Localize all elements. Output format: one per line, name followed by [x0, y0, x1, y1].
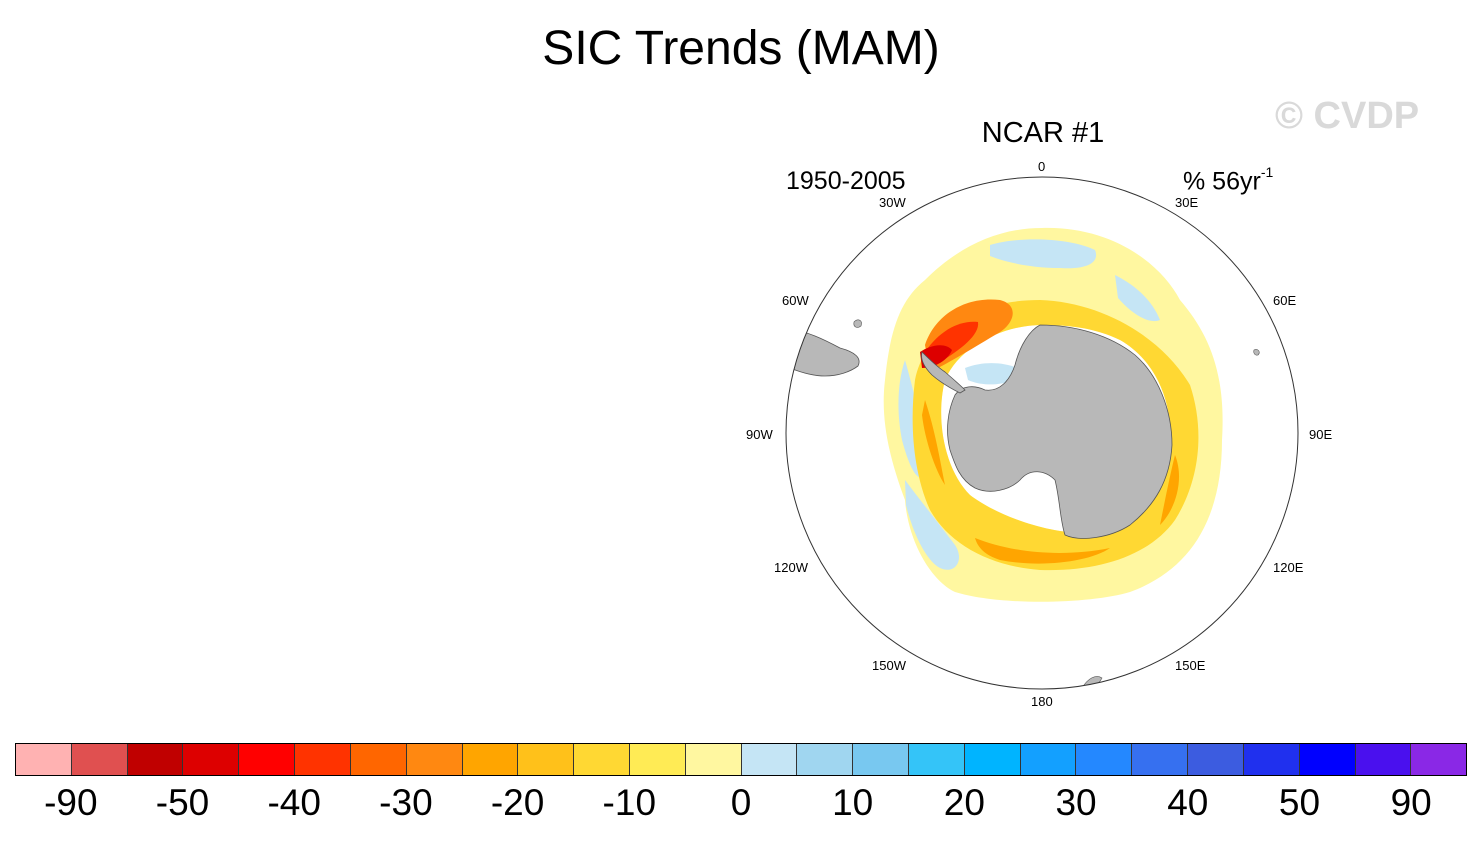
lon-label-60e: 60E: [1273, 293, 1297, 308]
map-boundary: [785, 176, 1299, 690]
lon-label-150e: 150E: [1175, 658, 1206, 673]
colorbar-box: [964, 744, 1021, 775]
colorbar-box: [295, 744, 351, 775]
colorbar-box: [16, 744, 72, 775]
colorbar-box: [797, 744, 854, 775]
kerguelen-island: [1253, 349, 1260, 356]
colorbar-box: [1411, 744, 1467, 775]
trend-blue-patch: [1115, 275, 1160, 322]
colorbar-box: [183, 744, 240, 775]
colorbar-label: 20: [943, 782, 985, 823]
antarctic-peninsula: [921, 351, 966, 394]
colorbar-box: [574, 744, 630, 775]
colorbar: [15, 743, 1467, 776]
cvdp-watermark: © CVDP: [1275, 95, 1420, 137]
colorbar-label: -90: [44, 782, 98, 823]
trend-blue-patch: [990, 239, 1097, 269]
colorbar-label: 0: [730, 782, 752, 823]
colorbar-box: [127, 744, 184, 775]
colorbar-box: [1243, 744, 1300, 775]
colorbar-box: [1299, 744, 1356, 775]
lon-label-180: 180: [1031, 694, 1053, 709]
colorbar-label: 40: [1167, 782, 1209, 823]
colorbar-label: 10: [832, 782, 874, 823]
colorbar-label: 30: [1055, 782, 1097, 823]
colorbar-box: [1188, 744, 1244, 775]
colorbar-box: [1020, 744, 1077, 775]
colorbar-box: [853, 744, 909, 775]
colorbar-box: [685, 744, 742, 775]
units-base: % 56yr: [1183, 167, 1261, 196]
lon-label-120w: 120W: [774, 560, 808, 575]
colorbar-box: [462, 744, 519, 775]
new-zealand-tip: [1081, 676, 1103, 689]
chart-title: SIC Trends (MAM): [542, 22, 940, 75]
colorbar-label: -30: [379, 782, 433, 823]
colorbar-box: [1076, 744, 1133, 775]
colorbar-label: -40: [267, 782, 321, 823]
panel-title: NCAR #1: [981, 117, 1105, 149]
units-exponent: -1: [1260, 164, 1274, 180]
lon-label-90e: 90E: [1309, 427, 1333, 442]
antarctica-landmass: [947, 324, 1173, 539]
lon-label-90w: 90W: [746, 427, 773, 442]
colorbar-box: [909, 744, 965, 775]
lon-label-60w: 60W: [782, 293, 809, 308]
colorbar-box: [629, 744, 686, 775]
lon-label-30w: 30W: [879, 195, 906, 210]
colorbar-box: [1132, 744, 1189, 775]
trend-orange-patch: [975, 538, 1110, 564]
colorbar-box: [1355, 744, 1412, 775]
south-america-tip: [789, 329, 860, 377]
trend-orange-patch: [922, 400, 945, 485]
units-label: % 56yr-1: [1183, 160, 1273, 196]
colorbar-box: [350, 744, 407, 775]
trend-blue-patch: [905, 480, 960, 570]
colorbar-box: [741, 744, 798, 775]
colorbar-label: -10: [602, 782, 657, 823]
falkland-islands: [853, 319, 862, 328]
colorbar-box: [518, 744, 575, 775]
colorbar-box: [239, 744, 296, 775]
lon-label-30e: 30E: [1175, 195, 1199, 210]
colorbar-label: 90: [1390, 782, 1432, 823]
colorbar-box: [71, 744, 128, 775]
lon-label-150w: 150W: [872, 658, 906, 673]
period-label: 1950-2005: [786, 167, 906, 195]
colorbar-label: 50: [1278, 782, 1321, 823]
lon-label-120e: 120E: [1273, 560, 1304, 575]
trend-orange-patch: [1160, 455, 1180, 525]
colorbar-box: [406, 744, 463, 775]
colorbar-label: -20: [490, 782, 545, 823]
colorbar-label: -50: [155, 782, 210, 823]
lon-label-0: 0: [1038, 159, 1046, 174]
